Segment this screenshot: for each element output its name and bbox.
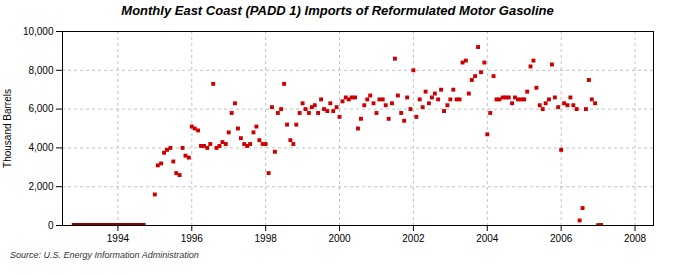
svg-text:8,000: 8,000 [28,65,53,76]
svg-text:0: 0 [48,220,54,231]
svg-text:2000: 2000 [328,233,351,244]
svg-text:10,000: 10,000 [23,26,54,37]
html-text:Source: U.S. Energy Informatio: Source: U.S. Energy Information Administ… [10,250,199,260]
svg-text:1998: 1998 [255,233,278,244]
html-text:Monthly East Coast (PADD 1) Im: Monthly East Coast (PADD 1) Imports of R… [121,3,554,18]
svg-text:1996: 1996 [181,233,204,244]
svg-text:2006: 2006 [550,233,573,244]
svg-text:2008: 2008 [624,233,647,244]
svg-text:2,000: 2,000 [28,181,53,192]
svg-text:4,000: 4,000 [28,142,53,153]
svg-text:Thousand Barrels: Thousand Barrels [2,89,13,168]
svg-text:1994: 1994 [107,233,130,244]
svg-text:2002: 2002 [402,233,425,244]
svg-text:6,000: 6,000 [28,103,53,114]
svg-text:2004: 2004 [476,233,499,244]
